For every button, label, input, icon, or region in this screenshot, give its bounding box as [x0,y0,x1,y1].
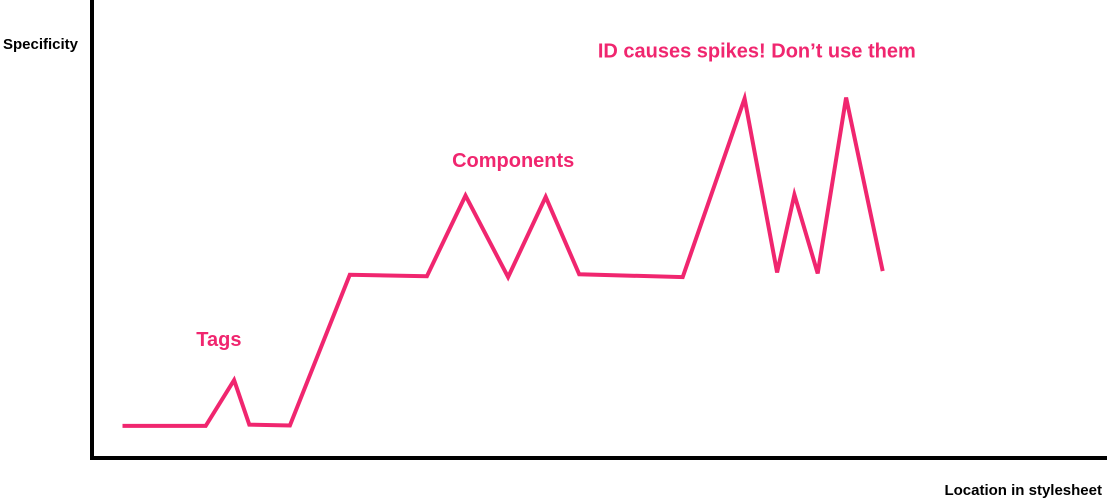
annotation-layer: Tags Components ID causes spikes! Don’t us… [196,40,916,351]
annotation-label-2: ID causes spikes! Don’t use them [598,40,916,62]
series-layer [122,90,885,428]
annotation-label-1: Components [452,150,574,172]
y-axis-title: Specificity [3,36,79,53]
annotation-label-0: Tags [196,329,241,351]
series-line-0 [122,90,885,428]
x-axis-title: Location in stylesheet [944,482,1102,499]
